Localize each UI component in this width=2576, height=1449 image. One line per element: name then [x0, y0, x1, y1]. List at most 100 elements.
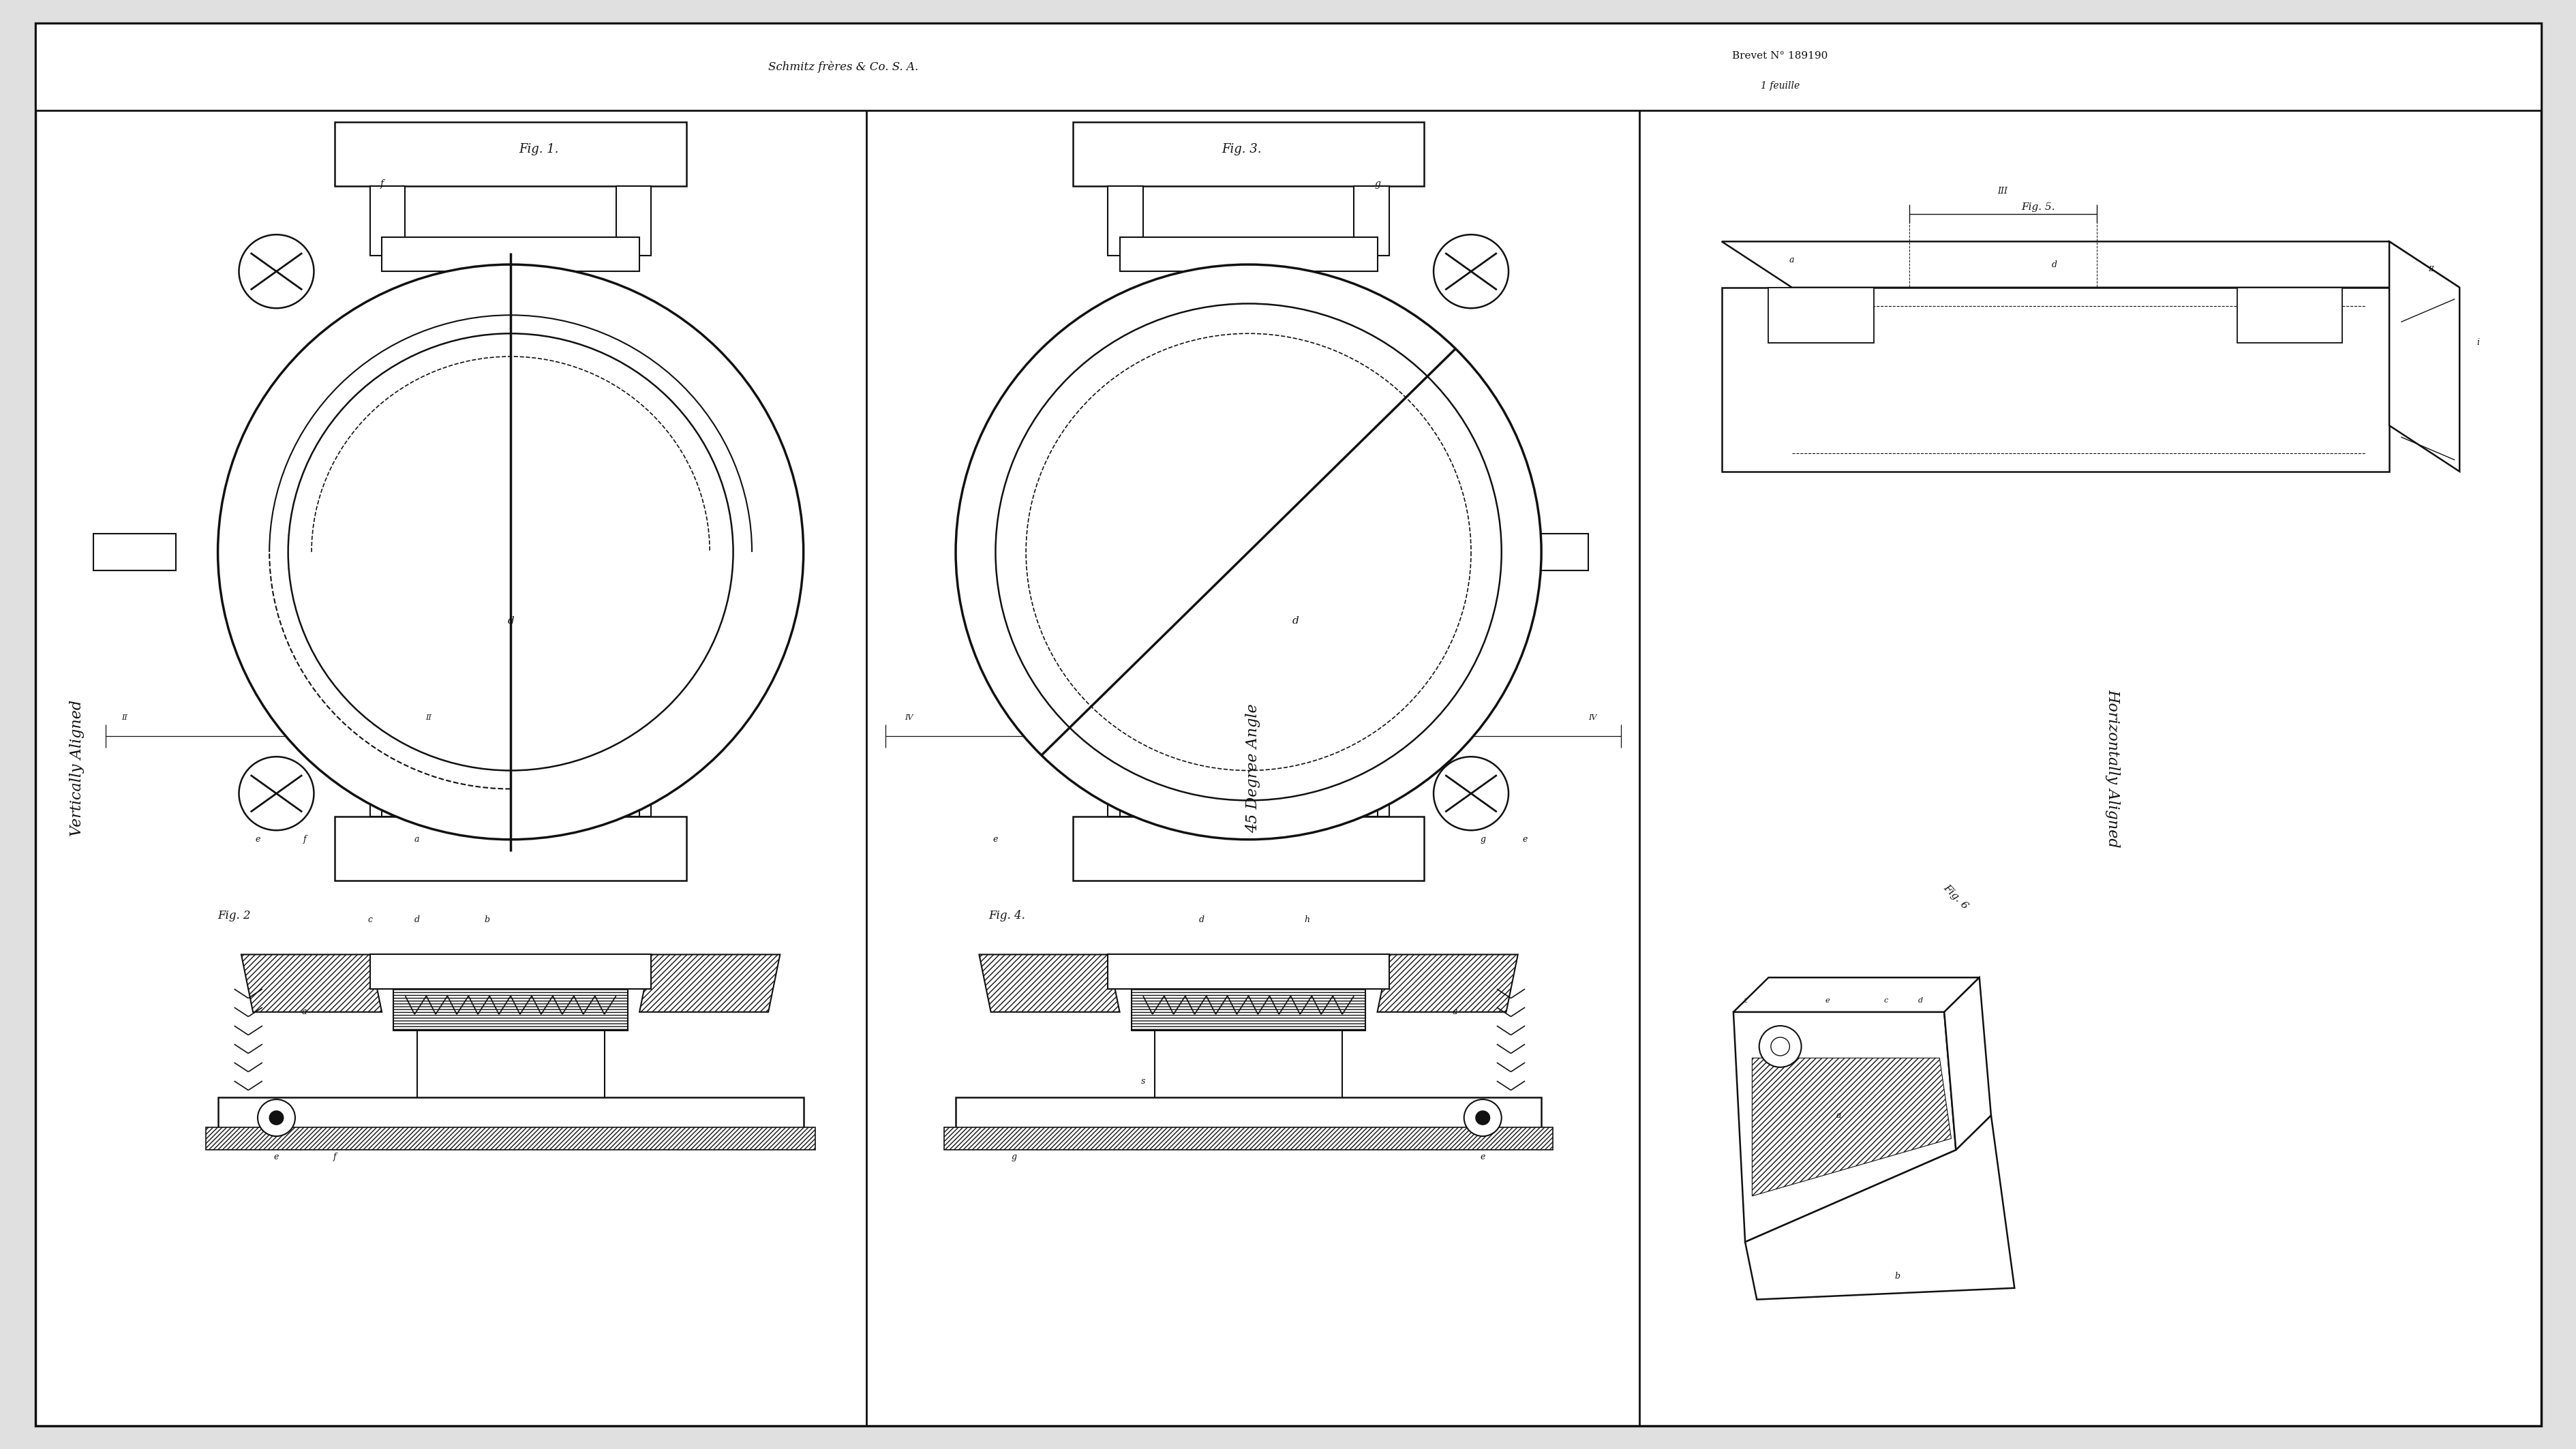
Circle shape: [270, 1111, 283, 1124]
Text: Fig. 1.: Fig. 1.: [518, 143, 559, 155]
Bar: [1767, 287, 1873, 343]
Polygon shape: [242, 955, 381, 1011]
Bar: [1121, 236, 1378, 271]
Text: d: d: [2050, 259, 2056, 270]
Text: b: b: [484, 916, 489, 924]
Polygon shape: [979, 955, 1121, 1011]
Text: d: d: [1919, 997, 1922, 1004]
Polygon shape: [1378, 955, 1517, 1011]
Text: i: i: [2476, 338, 2478, 348]
Bar: [616, 748, 652, 816]
Bar: [956, 1097, 1540, 1139]
Circle shape: [1770, 1037, 1790, 1056]
Bar: [1108, 187, 1144, 255]
Text: II: II: [2427, 265, 2434, 272]
Text: 45 Degree Angle: 45 Degree Angle: [1244, 704, 1260, 833]
Bar: [943, 1127, 1553, 1151]
Text: e: e: [273, 1152, 278, 1161]
Bar: [1154, 1030, 1342, 1100]
Text: d: d: [507, 616, 513, 626]
Text: a: a: [415, 835, 420, 843]
Text: f: f: [304, 835, 307, 843]
Bar: [1121, 782, 1378, 816]
Bar: [1108, 748, 1144, 816]
Text: Fig. 6: Fig. 6: [1942, 882, 1971, 911]
Text: e: e: [255, 835, 260, 843]
Polygon shape: [639, 955, 781, 1011]
Bar: [616, 187, 652, 255]
Circle shape: [1432, 235, 1507, 309]
Text: d: d: [415, 916, 420, 924]
Text: II: II: [121, 714, 126, 722]
Polygon shape: [1744, 1116, 2014, 1300]
Text: c: c: [368, 916, 374, 924]
Polygon shape: [2388, 242, 2460, 471]
Bar: [1352, 187, 1388, 255]
Bar: [1072, 816, 1425, 881]
Bar: [36, 23, 2540, 110]
Text: e: e: [1824, 997, 1829, 1004]
Bar: [206, 1127, 814, 1151]
Circle shape: [1432, 756, 1507, 830]
Text: h: h: [1303, 916, 1309, 924]
Text: Horizontally Aligned: Horizontally Aligned: [2105, 688, 2120, 848]
Text: b: b: [1893, 1272, 1899, 1281]
Text: Fig. 3.: Fig. 3.: [1221, 143, 1262, 155]
Circle shape: [240, 235, 314, 309]
Bar: [1131, 990, 1365, 1030]
Circle shape: [956, 265, 1540, 839]
Bar: [371, 955, 652, 990]
Bar: [1507, 533, 1587, 571]
Text: a: a: [1453, 1007, 1458, 1016]
Text: a: a: [1788, 255, 1793, 264]
Text: e: e: [992, 835, 997, 843]
Text: II: II: [425, 714, 433, 722]
Bar: [1721, 287, 2388, 471]
Text: III: III: [1996, 187, 2007, 196]
Bar: [371, 748, 404, 816]
Text: Brevet N° 189190: Brevet N° 189190: [1731, 52, 1826, 61]
Bar: [1352, 748, 1388, 816]
Bar: [219, 1097, 804, 1139]
Text: f: f: [381, 180, 384, 188]
Polygon shape: [1734, 978, 1978, 1011]
Text: IV: IV: [1589, 714, 1597, 722]
Circle shape: [1759, 1026, 1801, 1068]
Bar: [1072, 122, 1425, 187]
Text: d: d: [1291, 616, 1298, 626]
Text: 1 feuille: 1 feuille: [1759, 81, 1798, 91]
Text: z: z: [1741, 997, 1747, 1004]
Circle shape: [258, 1100, 296, 1136]
Bar: [394, 990, 629, 1030]
Bar: [93, 533, 175, 571]
Text: Fig. 5.: Fig. 5.: [2020, 203, 2053, 212]
Circle shape: [1463, 1100, 1502, 1136]
Text: f: f: [332, 1152, 337, 1161]
Bar: [371, 187, 404, 255]
Circle shape: [219, 265, 804, 839]
Circle shape: [289, 333, 734, 771]
Circle shape: [994, 304, 1502, 800]
Bar: [1108, 955, 1388, 990]
Text: d: d: [1198, 916, 1203, 924]
Bar: [335, 816, 685, 881]
Text: c: c: [1883, 997, 1888, 1004]
Text: a: a: [301, 1007, 307, 1016]
Text: g: g: [1479, 835, 1486, 843]
Bar: [335, 122, 685, 187]
Text: e: e: [1479, 1152, 1484, 1161]
Polygon shape: [1945, 978, 1991, 1151]
Bar: [417, 1030, 605, 1100]
Text: s: s: [1141, 1077, 1144, 1085]
Bar: [381, 782, 639, 816]
Circle shape: [240, 756, 314, 830]
Text: g: g: [1373, 180, 1381, 188]
Text: Schmitz frères & Co. S. A.: Schmitz frères & Co. S. A.: [768, 61, 917, 72]
Polygon shape: [1734, 1011, 1955, 1242]
Text: a: a: [1837, 1111, 1842, 1120]
Text: e: e: [1522, 835, 1528, 843]
Text: Vertically Aligned: Vertically Aligned: [70, 700, 85, 836]
Polygon shape: [1721, 242, 2460, 287]
Circle shape: [1476, 1111, 1489, 1124]
Text: IV: IV: [904, 714, 912, 722]
